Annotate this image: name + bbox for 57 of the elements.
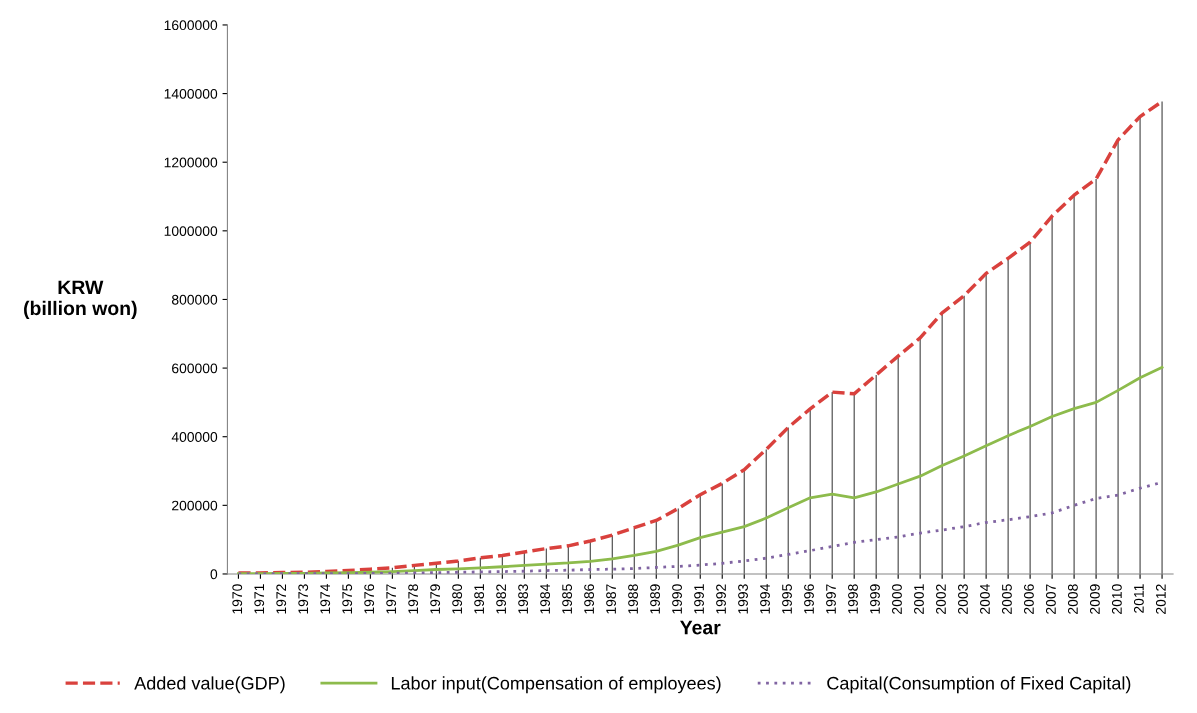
- x-tick-label: 1993: [738, 584, 748, 614]
- x-tick-label: 2004: [980, 584, 990, 614]
- x-tick-label: 1974: [320, 584, 331, 614]
- x-tick-label: 1984: [540, 584, 551, 614]
- x-tick-label: 1982: [496, 584, 507, 614]
- x-tick-label: 1979: [430, 584, 441, 614]
- x-tick-label: 1999: [870, 584, 880, 614]
- x-tick-label: 1991: [694, 584, 704, 614]
- y-tick-label: 1400000: [164, 88, 218, 99]
- x-tick-label: 1970: [232, 584, 243, 614]
- y-tick-label: 1200000: [164, 157, 218, 168]
- y-tick-label: 200000: [172, 500, 218, 511]
- y-tick-label: 1000000: [164, 226, 218, 236]
- x-tick-label: 2009: [1089, 584, 1100, 614]
- x-tick-label: 2003: [958, 584, 968, 614]
- x-tick-label: 1976: [364, 584, 375, 614]
- legend-label: Capital(Consumption of Fixed Capital): [827, 676, 1131, 694]
- x-tick-label: 2011: [1133, 584, 1144, 613]
- x-tick-label: 2007: [1046, 584, 1056, 614]
- x-tick-label: 1995: [782, 584, 792, 614]
- x-tick-label: 1977: [386, 584, 397, 614]
- x-tick-label: 1986: [584, 584, 595, 614]
- x-tick-label: 1987: [606, 584, 617, 614]
- x-tick-label: 1971: [254, 584, 265, 614]
- x-tick-label: 1990: [672, 584, 682, 614]
- x-tick-label: 1983: [518, 584, 529, 614]
- x-tick-label: 1994: [760, 584, 770, 614]
- x-tick-label: 1989: [650, 584, 660, 614]
- x-axis-title: Year: [680, 620, 721, 635]
- y-tick-label: 400000: [171, 432, 218, 442]
- y-tick-label: 0: [210, 569, 218, 580]
- x-tick-label: 1998: [848, 584, 858, 614]
- x-tick-label: 2006: [1024, 584, 1034, 614]
- y-tick-label: 800000: [171, 294, 218, 305]
- x-tick-label: 1978: [408, 584, 419, 614]
- x-tick-label: 1980: [452, 584, 463, 614]
- x-tick-label: 2012: [1155, 584, 1166, 614]
- y-tick-label: 1600000: [164, 20, 218, 31]
- x-tick-label: 1996: [804, 584, 814, 614]
- x-tick-label: 1981: [474, 584, 485, 614]
- legend-label: Added value(GDP): [134, 676, 285, 694]
- y-tick-label: 600000: [172, 363, 218, 374]
- x-tick-label: 1992: [716, 584, 726, 614]
- x-tick-label: 2000: [892, 584, 902, 614]
- x-tick-label: 2005: [1002, 584, 1012, 614]
- x-tick-label: 2002: [936, 584, 946, 614]
- x-tick-label: 1975: [342, 584, 353, 614]
- x-tick-label: 1985: [562, 584, 573, 614]
- legend-label: Labor input(Compensation of employees): [391, 676, 721, 694]
- y-axis-title: KRW (billion won): [24, 280, 137, 319]
- x-tick-label: 2001: [914, 584, 924, 614]
- x-tick-label: 2010: [1111, 584, 1122, 614]
- x-tick-label: 2008: [1067, 584, 1078, 614]
- x-tick-label: 1972: [276, 584, 287, 614]
- x-tick-label: 1988: [628, 584, 638, 614]
- x-tick-label: 1997: [826, 584, 836, 614]
- x-tick-label: 1973: [298, 584, 309, 614]
